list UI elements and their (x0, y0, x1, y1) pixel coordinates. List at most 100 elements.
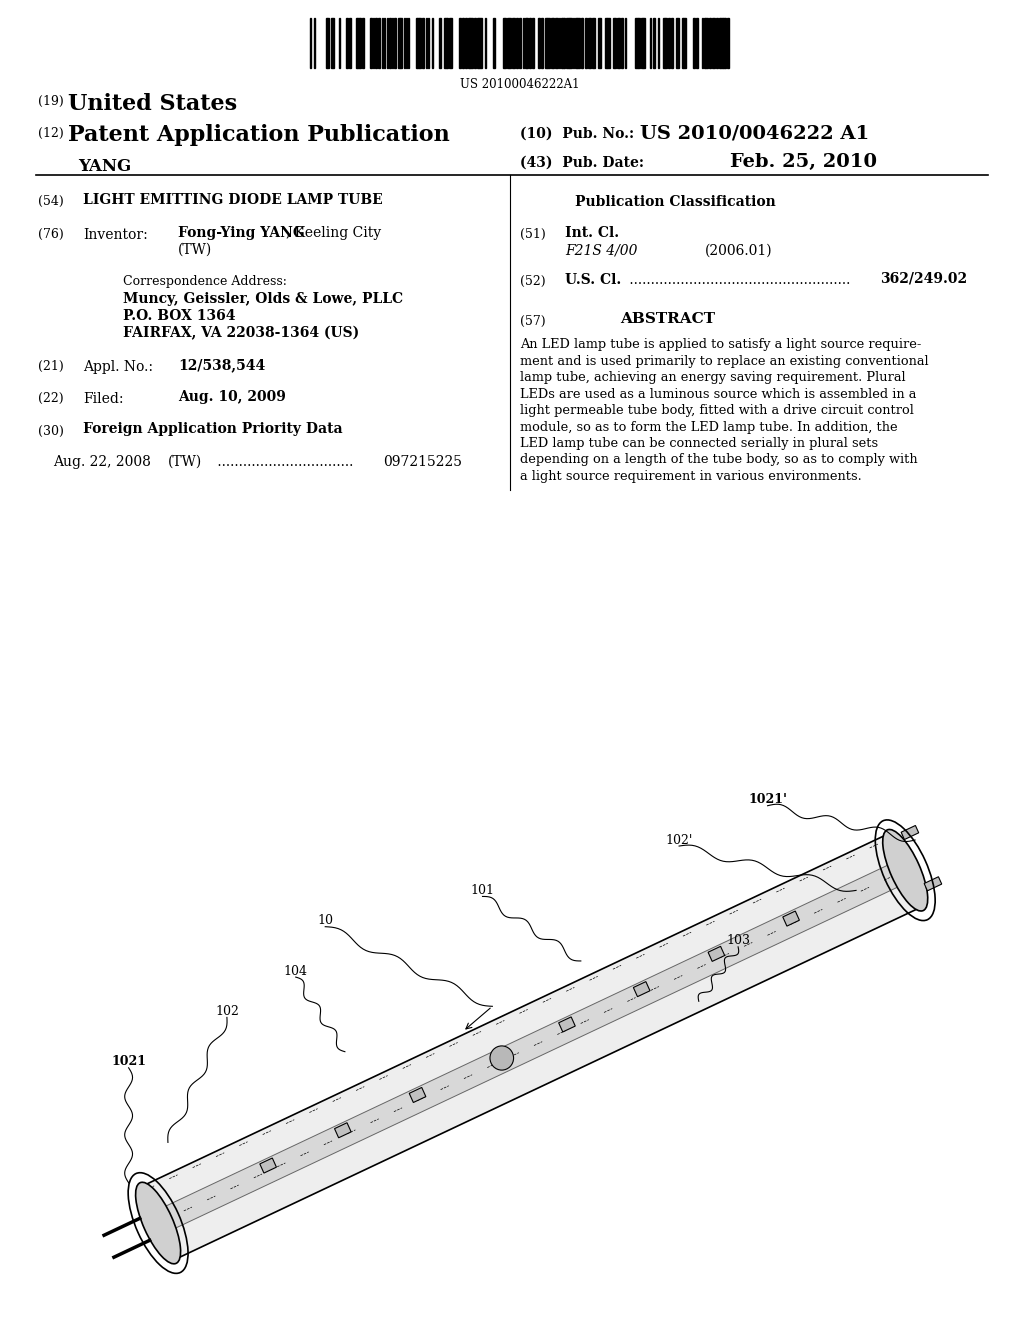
Bar (693, 18, 695, 69)
Bar (607, 18, 610, 69)
Bar (389, 18, 391, 69)
Bar (545, 18, 547, 69)
Text: Foreign Application Priority Data: Foreign Application Priority Data (83, 422, 343, 436)
Text: 10: 10 (317, 915, 333, 927)
Circle shape (489, 1045, 514, 1071)
Text: Inventor:: Inventor: (83, 228, 147, 242)
Bar (663, 18, 665, 69)
Bar (327, 18, 329, 69)
Bar (665, 18, 667, 69)
Text: F21S 4/00: F21S 4/00 (565, 244, 638, 257)
Text: US 20100046222A1: US 20100046222A1 (460, 78, 580, 91)
Bar (370, 18, 372, 69)
Text: (21): (21) (38, 360, 63, 374)
Text: 101: 101 (470, 884, 495, 896)
Text: 104: 104 (284, 965, 308, 978)
Text: Fong-Ying YANG: Fong-Ying YANG (178, 226, 305, 240)
Text: LED lamp tube can be connected serially in plural sets: LED lamp tube can be connected serially … (520, 437, 879, 450)
Bar (613, 18, 616, 69)
Bar (509, 18, 511, 69)
Bar (653, 18, 655, 69)
Text: YANG: YANG (78, 158, 131, 176)
Text: ................................: ................................ (213, 455, 353, 469)
Bar (474, 18, 476, 69)
Text: ....................................................: ........................................… (625, 273, 850, 286)
Text: (57): (57) (520, 315, 546, 327)
Text: Aug. 22, 2008: Aug. 22, 2008 (53, 455, 151, 469)
Text: An LED lamp tube is applied to satisfy a light source require-: An LED lamp tube is applied to satisfy a… (520, 338, 922, 351)
Bar (635, 18, 638, 69)
Text: Muncy, Geissler, Olds & Lowe, PLLC: Muncy, Geissler, Olds & Lowe, PLLC (123, 292, 403, 306)
Text: 1021': 1021' (749, 793, 787, 807)
Text: P.O. BOX 1364: P.O. BOX 1364 (123, 309, 236, 323)
Bar (588, 18, 590, 69)
Text: (43)  Pub. Date:: (43) Pub. Date: (520, 156, 644, 170)
Bar (641, 18, 643, 69)
Text: Int. Cl.: Int. Cl. (565, 226, 620, 240)
Bar (449, 18, 452, 69)
Bar (638, 18, 640, 69)
Text: Appl. No.:: Appl. No.: (83, 360, 153, 374)
Bar (479, 18, 482, 69)
Bar (400, 18, 402, 69)
Polygon shape (154, 859, 910, 1234)
Bar (470, 18, 473, 69)
Text: 103: 103 (726, 935, 751, 948)
Bar (605, 18, 607, 69)
Polygon shape (410, 1088, 426, 1102)
Bar (507, 18, 509, 69)
Bar (375, 18, 377, 69)
Text: Aug. 10, 2009: Aug. 10, 2009 (178, 389, 286, 404)
Bar (444, 18, 447, 69)
Text: 362/249.02: 362/249.02 (880, 271, 967, 285)
Bar (378, 18, 380, 69)
Text: (22): (22) (38, 392, 63, 405)
Bar (716, 18, 718, 69)
Bar (346, 18, 348, 69)
Text: U.S. Cl.: U.S. Cl. (565, 273, 622, 286)
Bar (398, 18, 400, 69)
Bar (551, 18, 553, 69)
Bar (394, 18, 396, 69)
Bar (720, 18, 723, 69)
Bar (668, 18, 670, 69)
Bar (331, 18, 334, 69)
Bar (617, 18, 618, 69)
Text: Correspondence Address:: Correspondence Address: (123, 275, 287, 288)
Bar (676, 18, 679, 69)
Bar (417, 18, 419, 69)
Bar (562, 18, 564, 69)
Polygon shape (901, 825, 919, 840)
Text: 102': 102' (666, 833, 693, 846)
Text: LIGHT EMITTING DIODE LAMP TUBE: LIGHT EMITTING DIODE LAMP TUBE (83, 193, 383, 207)
Bar (519, 18, 521, 69)
Bar (671, 18, 673, 69)
Text: (19): (19) (38, 95, 63, 108)
Bar (465, 18, 467, 69)
Polygon shape (782, 911, 800, 927)
Polygon shape (708, 946, 725, 961)
Polygon shape (260, 1158, 276, 1173)
Polygon shape (559, 1016, 575, 1032)
Text: a light source requirement in various environments.: a light source requirement in various en… (520, 470, 862, 483)
Bar (493, 18, 495, 69)
Bar (712, 18, 715, 69)
Text: United States: United States (68, 92, 238, 115)
Bar (696, 18, 698, 69)
Bar (705, 18, 708, 69)
Bar (419, 18, 421, 69)
Text: 12/538,544: 12/538,544 (178, 358, 265, 372)
Bar (598, 18, 601, 69)
Text: ABSTRACT: ABSTRACT (620, 312, 715, 326)
Text: (54): (54) (38, 195, 63, 209)
Bar (643, 18, 645, 69)
Text: (10)  Pub. No.:: (10) Pub. No.: (520, 127, 644, 141)
Text: Patent Application Publication: Patent Application Publication (68, 124, 450, 147)
Bar (585, 18, 587, 69)
Ellipse shape (883, 829, 928, 911)
Bar (566, 18, 569, 69)
Polygon shape (141, 834, 922, 1259)
Text: Feb. 25, 2010: Feb. 25, 2010 (730, 153, 877, 172)
Bar (547, 18, 550, 69)
Bar (422, 18, 424, 69)
